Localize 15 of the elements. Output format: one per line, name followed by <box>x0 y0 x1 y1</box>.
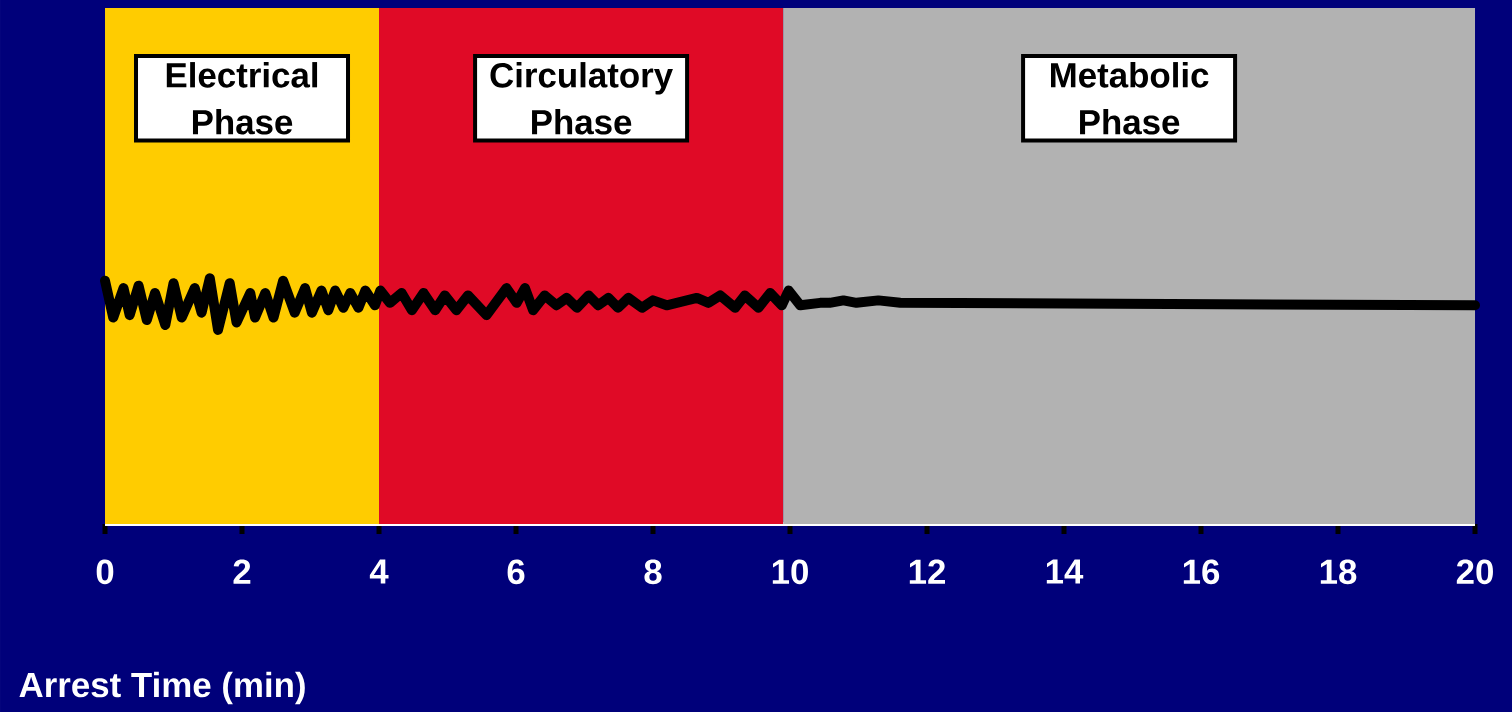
x-tick-label: 10 <box>772 559 808 585</box>
band-label: Circulatory Phase <box>490 62 673 135</box>
x-tick-label: 8 <box>644 559 662 585</box>
band-label: Electrical Phase <box>166 62 318 135</box>
x-tick-label: 12 <box>909 559 945 584</box>
band-label: Metabolic Phase <box>1051 62 1209 135</box>
x-tick-label: 16 <box>1183 559 1220 585</box>
x-tick-label: 0 <box>96 559 114 585</box>
x-axis-title: Arrest Time (min) <box>19 671 305 705</box>
x-tick-label: 2 <box>233 559 251 584</box>
x-tick-label: 4 <box>369 559 389 584</box>
x-tick-label: 20 <box>1456 559 1493 585</box>
x-tick-label: 14 <box>1046 559 1084 584</box>
x-tick-label: 6 <box>507 559 525 585</box>
x-tick-label: 18 <box>1320 559 1357 585</box>
